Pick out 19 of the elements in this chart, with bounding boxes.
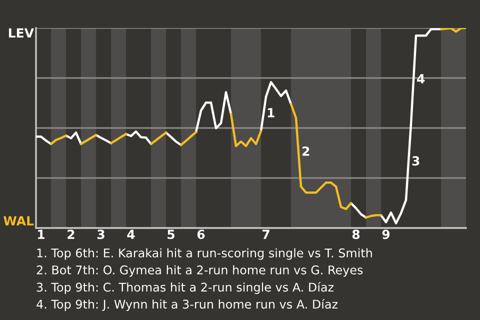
text: 4. Top 9th: J. Wynn hit a 3-run home run vs A. Díaz bbox=[36, 298, 338, 312]
x-tick-label: 6 bbox=[197, 230, 205, 240]
annotation: 4 bbox=[417, 74, 425, 84]
x-tick-label: 2 bbox=[68, 230, 74, 239]
x-tick-label: 3 bbox=[97, 230, 104, 240]
x-tick-label: 7 bbox=[262, 230, 270, 239]
annotation: 2 bbox=[302, 146, 310, 156]
x-tick-label: 5 bbox=[168, 230, 174, 240]
annotation: 1 bbox=[268, 108, 274, 118]
annotation: 3 bbox=[412, 156, 420, 166]
text: 3. Top 9th: C. Thomas hit a 2-run single vs A. Díaz bbox=[36, 282, 334, 294]
x-tick-label: 9 bbox=[382, 230, 390, 240]
text: LEV bbox=[8, 28, 34, 38]
x-tick-label: 4 bbox=[127, 230, 135, 239]
text: 1. Top 6th: E. Karakai hit a run-scoring single vs T. Smith bbox=[37, 248, 372, 260]
x-tick-label: 1 bbox=[38, 230, 44, 239]
x-tick-label: 8 bbox=[352, 230, 360, 240]
text: 2. Bot 7th: O. Gymea hit a 2-run home run vs G. Reyes bbox=[36, 265, 363, 277]
text: WAL bbox=[4, 216, 34, 226]
